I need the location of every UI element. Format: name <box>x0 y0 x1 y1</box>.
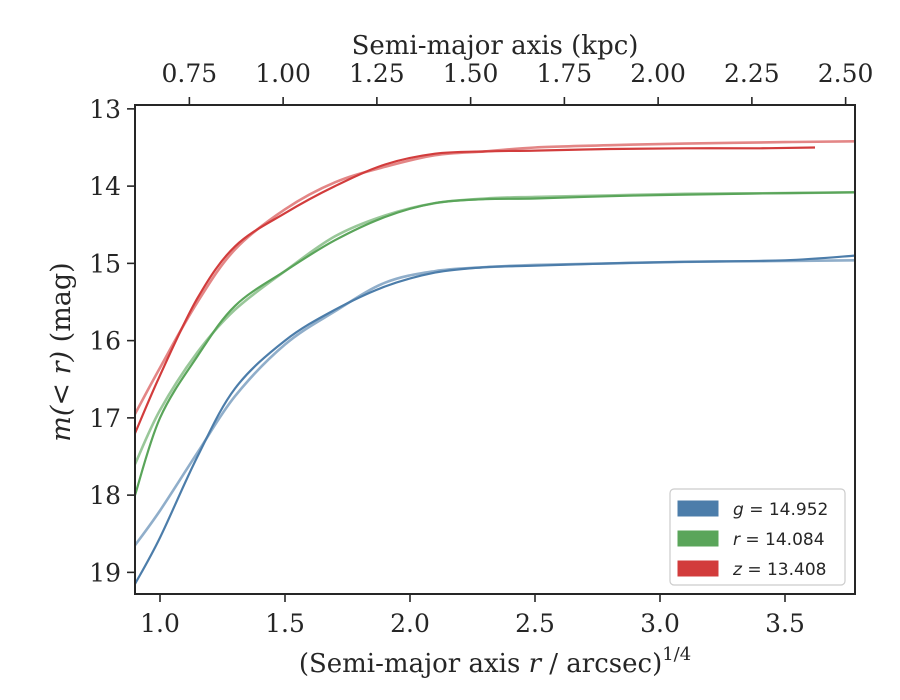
x-axis-title-suffix: / arcsec) <box>541 649 662 679</box>
y-tick-label: 16 <box>89 327 121 356</box>
top-tick-label: 0.75 <box>162 59 218 88</box>
y-tick-label: 14 <box>89 172 121 201</box>
y-axis: 13 14 15 16 17 18 19 <box>89 95 135 587</box>
x-tick-label: 3.0 <box>640 609 680 638</box>
y-tick-label: 13 <box>89 95 121 124</box>
legend-label-z: z = 13.408 <box>732 560 826 580</box>
top-tick-label: 2.25 <box>724 59 780 88</box>
y-tick-label: 17 <box>89 404 121 433</box>
series-z-line <box>135 146 816 434</box>
top-tick-label: 1.00 <box>255 59 311 88</box>
legend-band-g: g <box>733 500 744 520</box>
top-tick-label: 2.00 <box>630 59 686 88</box>
y-axis-title-var: m <box>46 416 77 442</box>
series-r-model-line <box>135 191 855 465</box>
x-axis-title: (Semi-major axis r / arcsec)1/4 <box>299 644 691 679</box>
x-axis-top: 0.75 1.00 1.25 1.50 1.75 2.00 2.25 2.50 <box>162 59 874 105</box>
legend-swatch-z <box>677 560 719 577</box>
legend-value-r: = 14.084 <box>740 530 825 550</box>
x-tick-label: 1.5 <box>265 609 305 638</box>
y-tick-label: 18 <box>89 481 121 510</box>
series-z-model-line <box>135 140 855 415</box>
top-tick-label: 1.25 <box>349 59 405 88</box>
y-axis-title-inner: (< r) <box>46 351 77 416</box>
legend-value-g: = 14.952 <box>744 500 829 520</box>
x-tick-label: 2.5 <box>515 609 555 638</box>
legend-swatch-r <box>677 530 719 547</box>
legend-band-z: z <box>732 560 743 580</box>
x-tick-label: 3.5 <box>765 609 805 638</box>
y-tick-label: 19 <box>89 558 121 587</box>
x-tick-label: 2.0 <box>390 609 430 638</box>
x-axis-title-prefix: (Semi-major axis <box>299 649 529 679</box>
top-axis-title: Semi-major axis (kpc) <box>352 31 639 61</box>
plot-frame <box>134 104 856 595</box>
top-tick-label: 2.50 <box>818 59 874 88</box>
curve-layer <box>135 140 855 585</box>
x-tick-label: 1.0 <box>140 609 180 638</box>
legend-label-r: r = 14.084 <box>733 530 825 550</box>
legend-value-z: = 13.408 <box>742 560 827 580</box>
y-axis-title-unit: (mag) <box>46 262 77 351</box>
series-g-line <box>135 254 855 585</box>
legend-label-g: g = 14.952 <box>733 500 828 520</box>
top-tick-label: 1.50 <box>443 59 499 88</box>
top-tick-label: 1.75 <box>537 59 593 88</box>
legend-band-r: r <box>733 530 741 550</box>
y-tick-label: 15 <box>89 249 121 278</box>
x-axis-title-exponent: 1/4 <box>662 644 691 665</box>
x-axis-title-var: r <box>529 649 543 679</box>
series-r-line <box>135 191 855 496</box>
y-axis-title: m(< r) (mag) <box>46 262 77 441</box>
legend-swatch-g <box>677 500 719 517</box>
x-axis-bottom: 1.0 1.5 2.0 2.5 3.0 3.5 <box>140 594 805 638</box>
